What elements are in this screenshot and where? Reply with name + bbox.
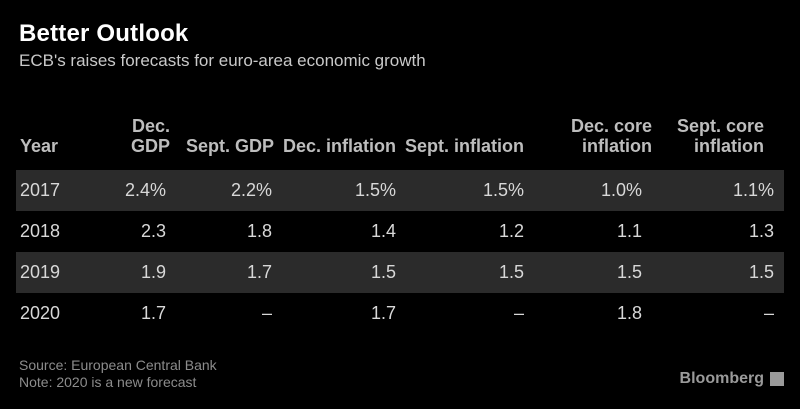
table-cell: 1.5 <box>660 252 784 293</box>
table-cell: 1.5 <box>276 252 404 293</box>
table-cell: 1.8 <box>246 221 272 241</box>
forecast-note: Note: 2020 is a new forecast <box>19 374 197 390</box>
row-year-cell: 2018 <box>20 221 61 241</box>
table-row: 2020 1.7 – 1.7 – 1.8 – <box>16 293 784 334</box>
column-header: Sept. GDP <box>185 136 274 156</box>
table-cell: 2.2% <box>172 170 276 211</box>
bloomberg-terminal-icon <box>770 372 784 386</box>
table-cell: 1.3 <box>748 221 774 241</box>
table-cell: – <box>261 303 272 323</box>
table-cell: 1.7 <box>140 303 166 323</box>
table-cell: – <box>513 303 524 323</box>
source-note: Source: European Central Bank <box>19 357 217 373</box>
forecast-table: Year Dec. GDP Sept. GDP Dec. inflation S… <box>16 98 784 334</box>
column-header: Dec. inflation <box>282 136 396 156</box>
column-header: Sept. inflation <box>405 136 524 156</box>
bloomberg-logo: Bloomberg <box>680 370 784 388</box>
table-cell: – <box>763 303 774 323</box>
table-cell: 1.9 <box>100 252 172 293</box>
brand-label: Bloomberg <box>679 370 764 387</box>
table-cell: 1.4 <box>370 221 396 241</box>
table-cell: 1.7 <box>172 252 276 293</box>
table-cell: 2.4% <box>100 170 172 211</box>
table-cell: 2.3 <box>140 221 166 241</box>
table-row: 2019 1.9 1.7 1.5 1.5 1.5 1.5 <box>16 252 784 293</box>
table-cell: 1.2 <box>498 221 524 241</box>
chart-subtitle: ECB's raises forecasts for euro-area eco… <box>19 51 426 70</box>
row-year-cell: 2017 <box>16 170 100 211</box>
table-row: 2018 2.3 1.8 1.4 1.2 1.1 1.3 <box>16 211 784 252</box>
table-cell: 1.5 <box>532 252 660 293</box>
table-cell: 1.7 <box>370 303 396 323</box>
table-cell: 1.5 <box>404 252 532 293</box>
column-header: Sept. core inflation <box>676 116 764 156</box>
table-row: 2017 2.4% 2.2% 1.5% 1.5% 1.0% 1.1% <box>16 170 784 211</box>
row-year-cell: 2020 <box>20 303 61 323</box>
table-cell: 1.8 <box>616 303 642 323</box>
table-header-row: Year Dec. GDP Sept. GDP Dec. inflation S… <box>16 98 784 170</box>
column-header: Dec. GDP <box>130 116 170 156</box>
chart-title: Better Outlook <box>19 20 189 47</box>
table-cell: 1.1 <box>616 221 642 241</box>
column-header: Dec. core inflation <box>570 116 652 156</box>
row-year-cell: 2019 <box>16 252 100 293</box>
table-cell: 1.0% <box>532 170 660 211</box>
table-cell: 1.5% <box>276 170 404 211</box>
table-cell: 1.1% <box>660 170 784 211</box>
table-cell: 1.5% <box>404 170 532 211</box>
column-header: Year <box>20 136 59 156</box>
